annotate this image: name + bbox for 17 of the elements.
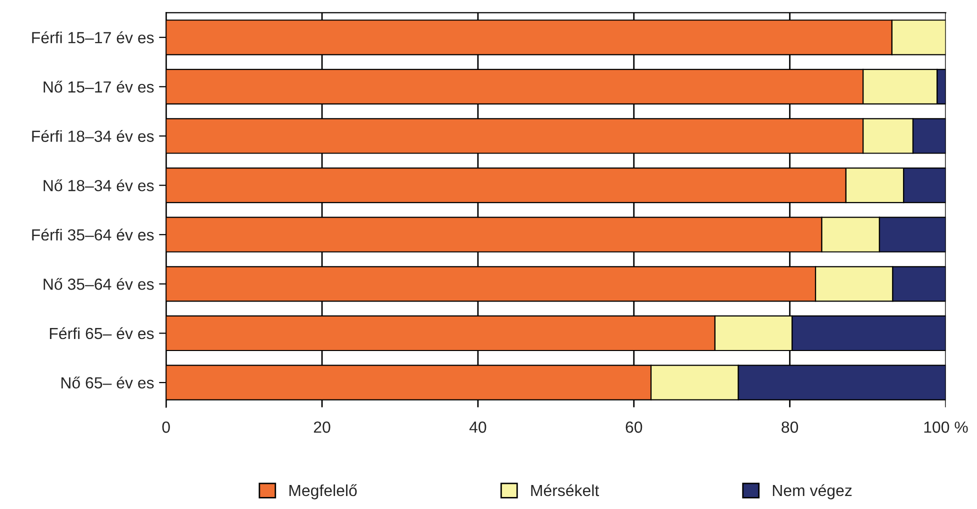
legend-label: Mérsékelt — [531, 484, 600, 496]
y-tick-label: Férfi 15–17 év es — [32, 31, 154, 44]
y-tick-label: Nő 15–17 év es — [44, 80, 154, 93]
y-tick-label: Férfi 65– év es — [50, 327, 154, 340]
y-tick-label: Nő 65– év es — [61, 376, 154, 388]
x-tick-label: 60 — [626, 422, 642, 433]
x-tick-label: 0 — [162, 422, 170, 433]
legend-label: Nem végez — [772, 484, 852, 500]
y-tick-label: Nő 35–64 év es — [44, 278, 154, 290]
y-tick-label: Férfi 18–34 év es — [32, 130, 154, 142]
y-tick-label: Nő 18–34 év es — [44, 179, 154, 192]
y-tick-label: Férfi 35–64 év es — [32, 228, 154, 241]
x-tick-label: 40 — [469, 422, 486, 433]
x-tick-label: 100 % — [924, 422, 968, 433]
legend-label: Megfelelő — [289, 484, 357, 500]
x-tick-label: 20 — [314, 422, 330, 433]
x-tick-label: 80 — [782, 422, 798, 433]
